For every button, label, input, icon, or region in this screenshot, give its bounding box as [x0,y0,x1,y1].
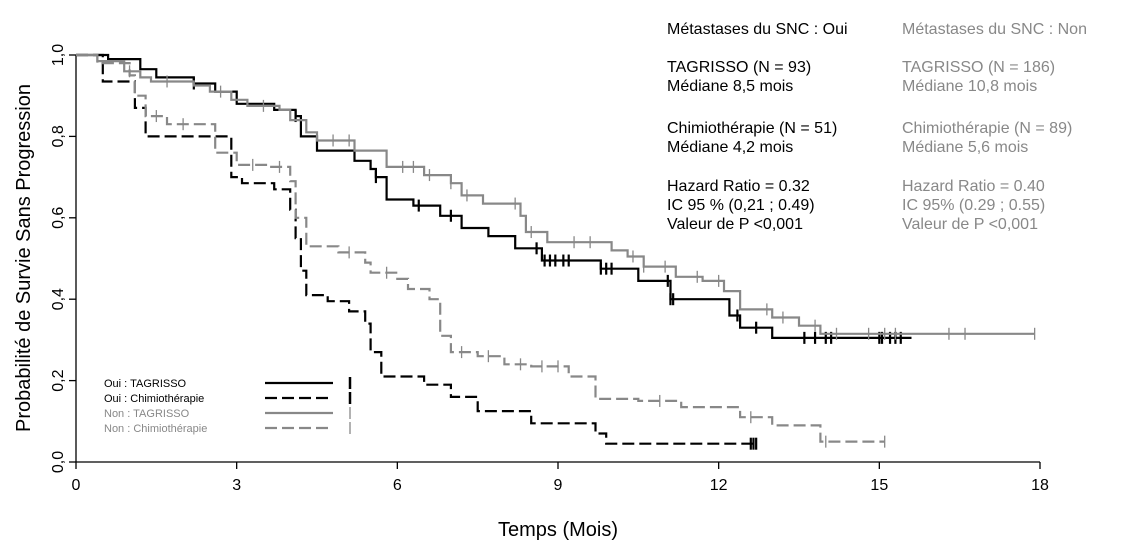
non-hazard-ratio: Hazard Ratio = 0.40 [902,178,1045,195]
non-chemo-median: Médiane 5,6 mois [902,139,1028,156]
oui-hazard-ratio: Hazard Ratio = 0.32 [667,178,810,195]
header-oui: Métastases du SNC : Oui [667,21,848,38]
legend-label-oui-chimio: Oui : Chimiothérapie [104,393,204,405]
non-ci: IC 95% (0.29 ; 0.55) [902,197,1045,214]
non-tagrisso-median: Médiane 10,8 mois [902,78,1037,95]
legend-label-non-chimio: Non : Chimiothérapie [104,423,207,435]
legend-label-non-tagrisso: Non : TAGRISSO [104,408,190,420]
x-tick-label: 15 [870,477,888,494]
y-tick-label: 0,2 [50,369,67,391]
oui-p-value: Valeur de P <0,001 [667,216,803,233]
annotations-non: Métastases du SNC : Non TAGRISSO (N = 18… [902,21,1087,233]
curve-non-tagrisso [76,53,1035,335]
curve-oui-tagrisso [76,53,912,339]
x-tick-label: 12 [710,477,728,494]
x-tick-label: 3 [232,477,241,494]
y-tick-label: 0,6 [50,207,67,229]
x-tick-label: 0 [72,477,81,494]
non-chemo-n: Chimiothérapie (N = 89) [902,120,1072,137]
y-tick-label: 0,0 [50,451,67,473]
curve-non-chimiotherapie [76,53,885,443]
oui-chemo-median: Médiane 4,2 mois [667,139,793,156]
non-tagrisso-n: TAGRISSO (N = 186) [902,59,1055,76]
header-non: Métastases du SNC : Non [902,21,1087,38]
curve-oui-chimiotherapie [76,53,757,445]
km-curves [76,53,1036,450]
legend-label-oui-tagrisso: Oui : TAGRISSO [104,378,187,390]
y-tick-label: 1,0 [50,44,67,66]
x-axis-label: Temps (Mois) [498,519,618,541]
y-axis-label: Probabilité de Survie Sans Progression [13,84,35,432]
oui-ci: IC 95 % (0,21 ; 0.49) [667,197,815,214]
legend: Oui : TAGRISSO Oui : Chimiothérapie Non … [104,377,352,435]
oui-tagrisso-n: TAGRISSO (N = 93) [667,59,811,76]
non-p-value: Valeur de P <0,001 [902,216,1038,233]
y-tick-label: 0,8 [50,125,67,147]
x-tick-label: 9 [554,477,563,494]
x-ticks: 0 3 6 9 12 15 18 [72,462,1049,494]
x-tick-label: 6 [393,477,402,494]
oui-tagrisso-median: Médiane 8,5 mois [667,78,793,95]
y-tick-label: 0,4 [50,288,67,310]
y-ticks: 0,0 0,2 0,4 0,6 0,8 1,0 [50,44,76,473]
x-tick-label: 18 [1031,477,1049,494]
oui-chemo-n: Chimiothérapie (N = 51) [667,120,837,137]
annotations-oui: Métastases du SNC : Oui TAGRISSO (N = 93… [667,21,848,233]
